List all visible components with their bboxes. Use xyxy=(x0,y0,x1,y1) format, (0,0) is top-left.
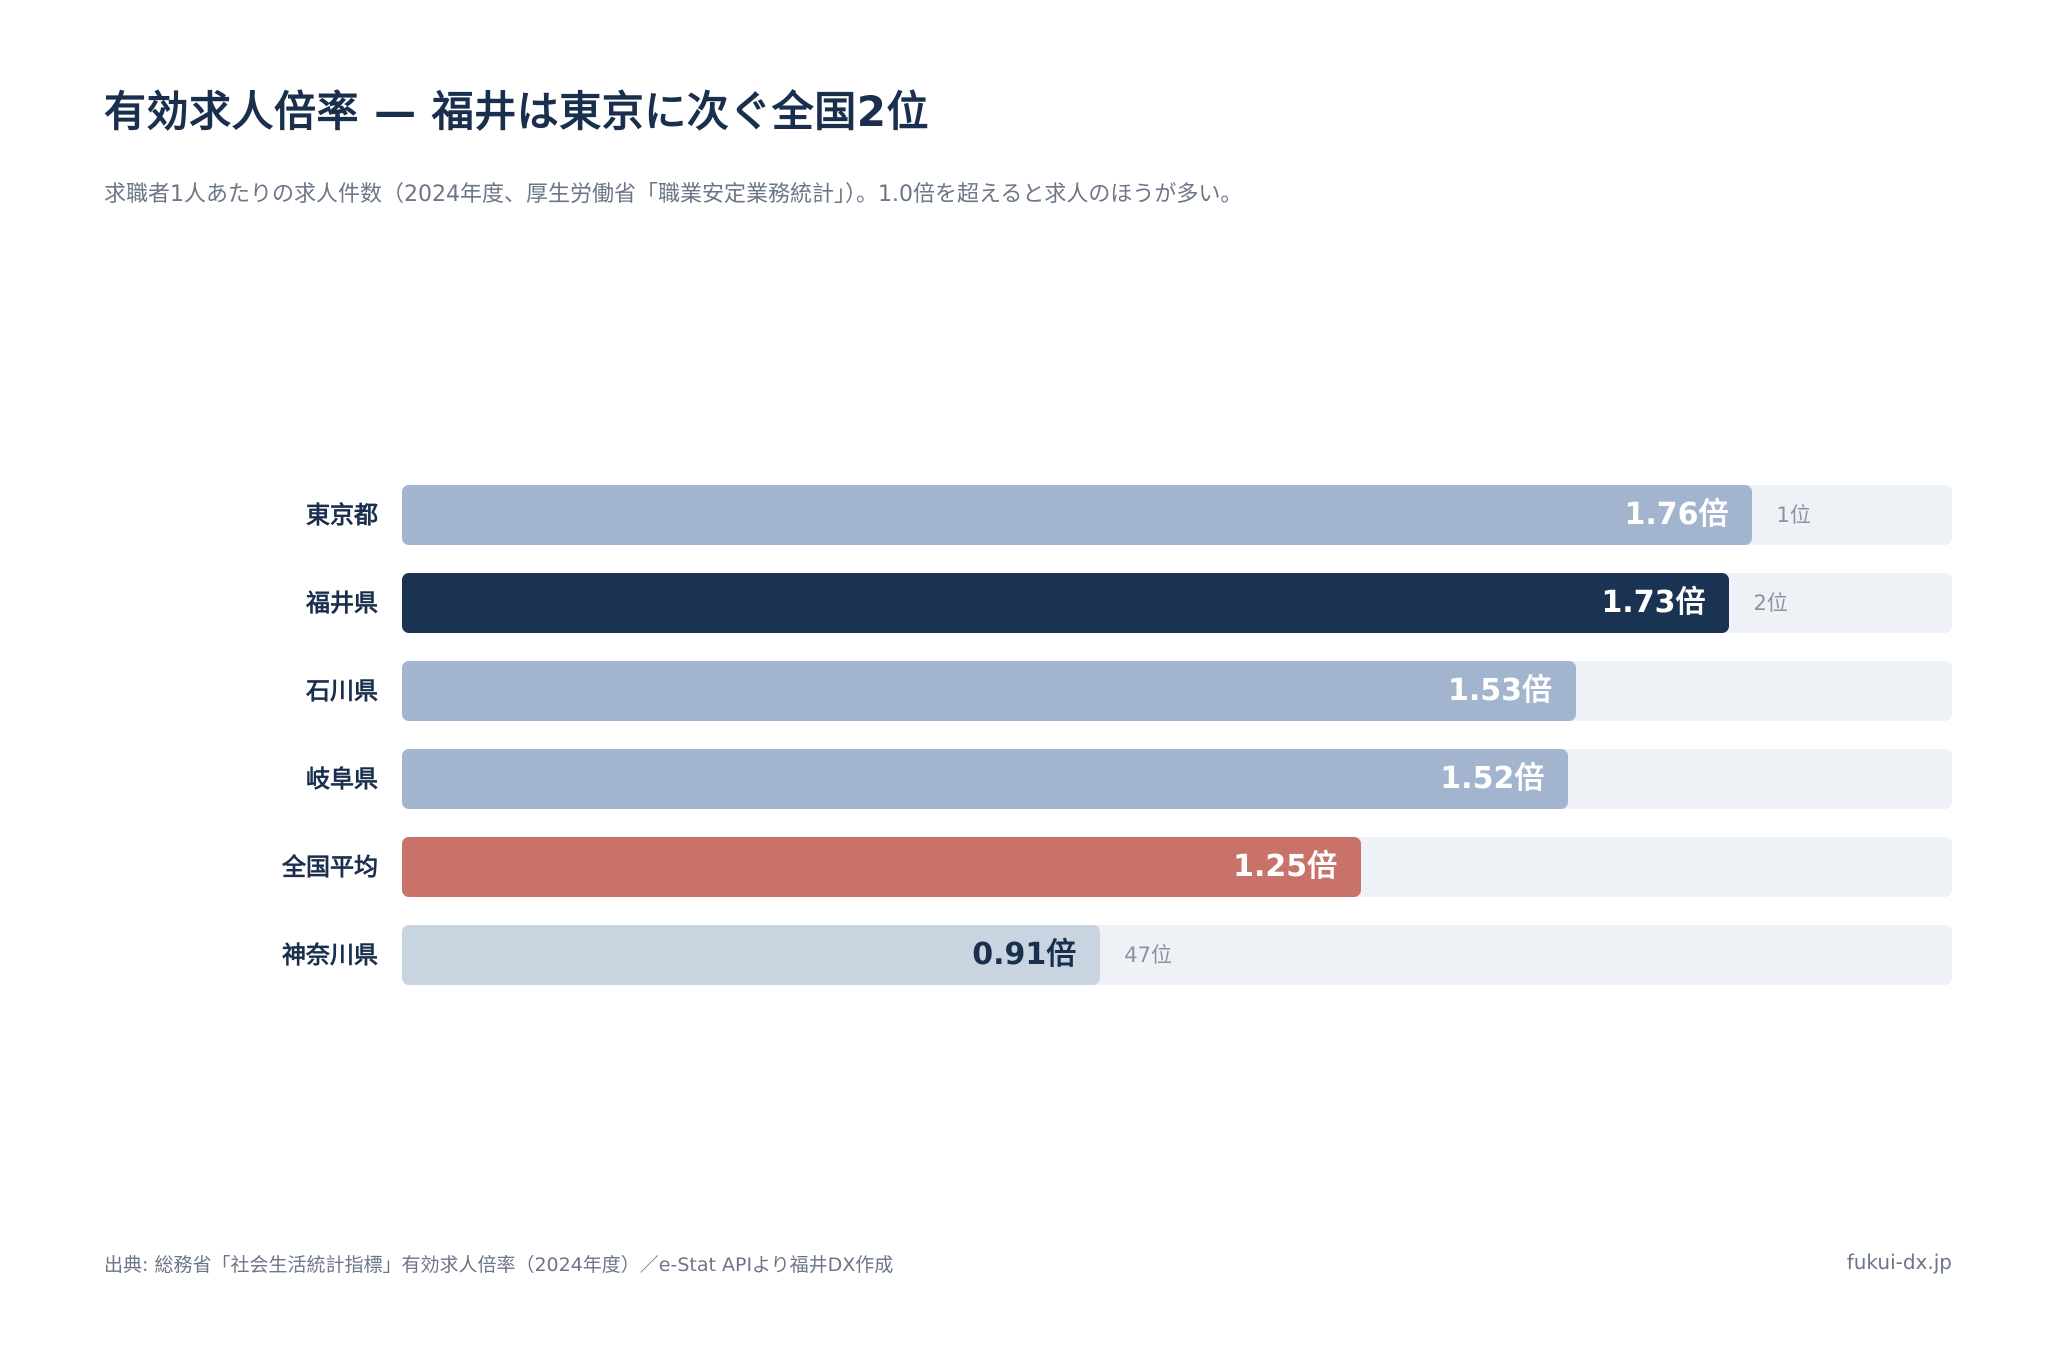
bar-row: 神奈川県 0.91倍 47位 xyxy=(0,925,2048,985)
value-label: 0.91倍 xyxy=(972,937,1077,972)
bar xyxy=(402,573,1730,633)
value-label: 1.76倍 xyxy=(1624,497,1729,532)
bar xyxy=(402,837,1362,897)
value-label: 1.52倍 xyxy=(1440,761,1545,796)
value-label: 1.53倍 xyxy=(1447,673,1552,708)
value-label: 1.73倍 xyxy=(1601,585,1706,620)
category-label: 福井県 xyxy=(306,589,378,617)
bar-row: 石川県 1.53倍 xyxy=(0,661,2048,721)
category-label: 東京都 xyxy=(306,501,378,529)
category-label: 神奈川県 xyxy=(282,941,378,969)
bar xyxy=(402,749,1569,809)
rank-label: 47位 xyxy=(1124,943,1172,967)
category-label: 石川県 xyxy=(306,677,378,705)
bar xyxy=(402,661,1576,721)
rank-label: 1位 xyxy=(1776,503,1811,527)
value-label: 1.25倍 xyxy=(1233,849,1338,884)
bar-row: 福井県 1.73倍 2位 xyxy=(0,573,2048,633)
rank-label: 2位 xyxy=(1753,591,1788,615)
source-note: 出典: 総務省「社会生活統計指標」有効求人倍率（2024年度）／e-Stat A… xyxy=(104,1254,894,1276)
page-subtitle: 求職者1人あたりの求人件数（2024年度、厚生労働省「職業安定業務統計」）。1.… xyxy=(104,182,1243,207)
site-credit[interactable]: fukui-dx.jp xyxy=(1846,1250,1952,1274)
category-label: 岐阜県 xyxy=(306,765,378,793)
bar xyxy=(402,925,1101,985)
bar-row: 岐阜県 1.52倍 xyxy=(0,749,2048,809)
bar-row: 東京都 1.76倍 1位 xyxy=(0,485,2048,545)
bar-row: 全国平均 1.25倍 xyxy=(0,837,2048,897)
page-title: 有効求人倍率 — 福井は東京に次ぐ全国2位 xyxy=(104,87,929,136)
bar xyxy=(402,485,1753,545)
category-label: 全国平均 xyxy=(282,853,378,881)
